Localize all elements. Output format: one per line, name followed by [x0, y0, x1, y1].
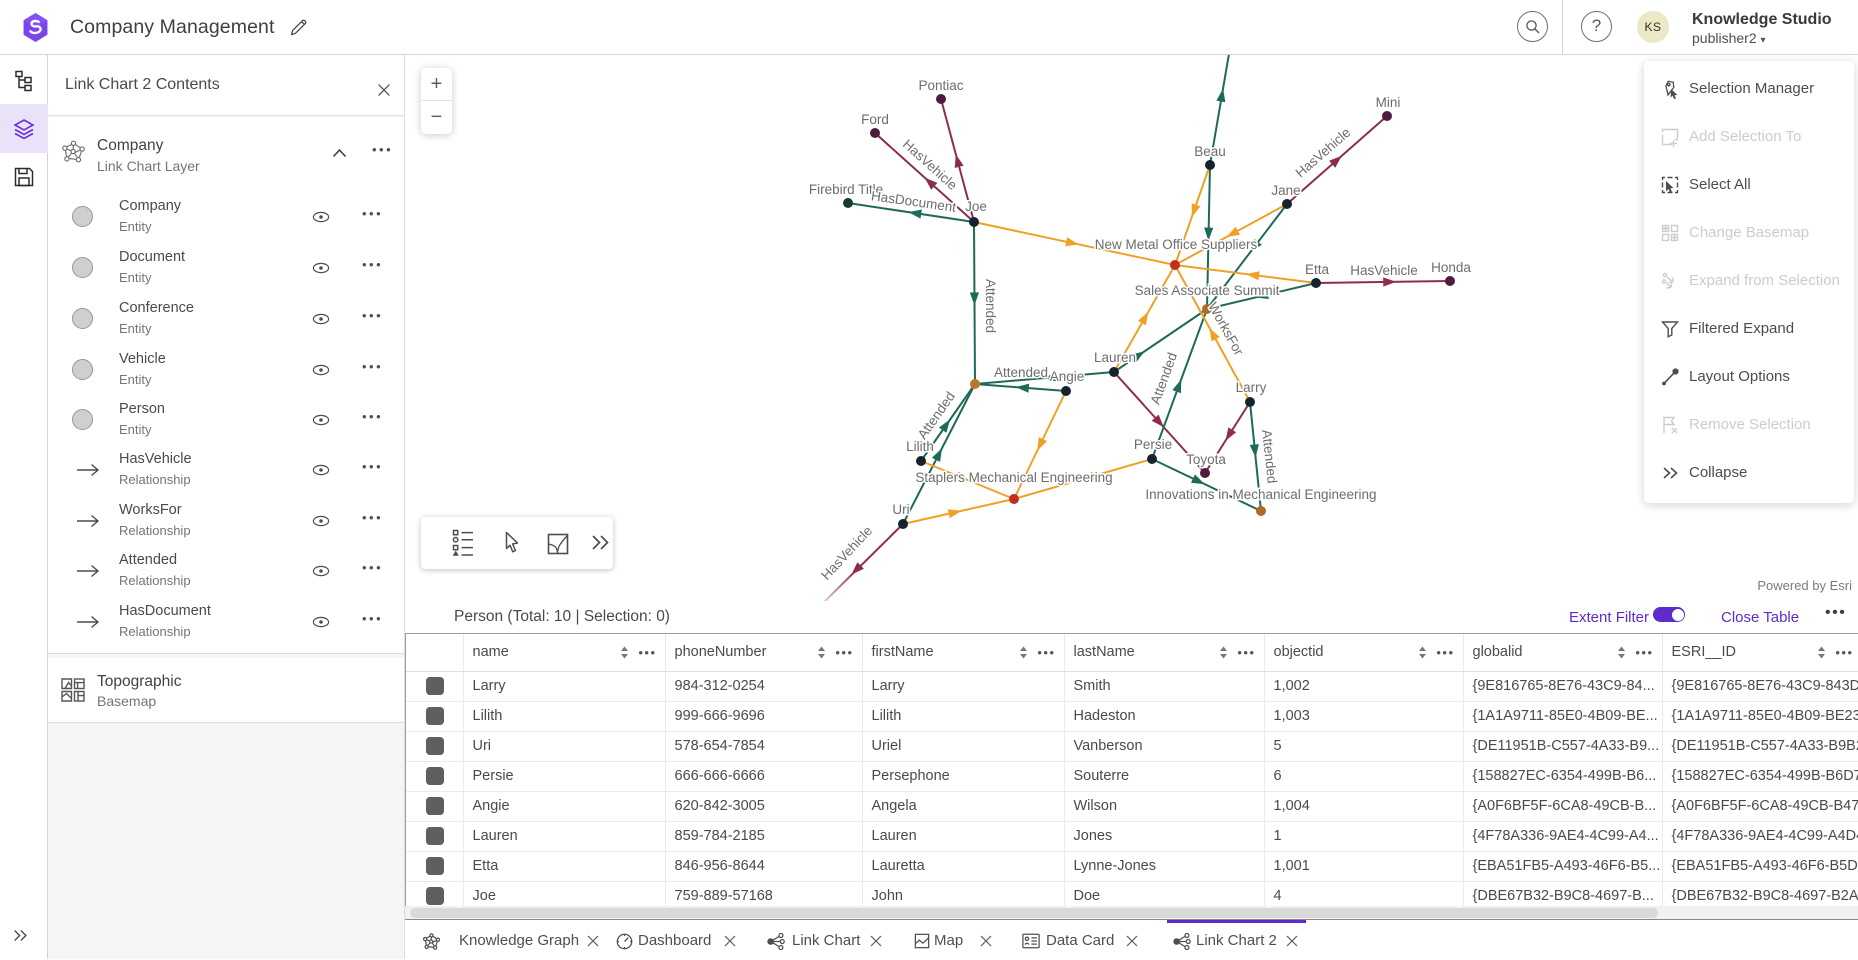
svg-text:Sales Associate Summit: Sales Associate Summit [1135, 283, 1280, 298]
svg-text:Innovations in Mechanical Engi: Innovations in Mechanical Engineering [1145, 487, 1376, 502]
svg-text:Angie: Angie [1050, 369, 1085, 384]
svg-text:Joe: Joe [965, 199, 987, 214]
svg-text:New Metal Office Suppliers: New Metal Office Suppliers [1095, 237, 1258, 252]
svg-text:HasDocument: HasDocument [870, 188, 957, 215]
svg-text:WorksFor: WorksFor [1205, 300, 1247, 359]
svg-text:Attended: Attended [915, 389, 958, 442]
svg-text:Staplers Mechanical Engineerin: Staplers Mechanical Engineering [915, 470, 1112, 485]
svg-text:Jane: Jane [1271, 183, 1300, 198]
svg-text:Attended: Attended [983, 279, 998, 333]
svg-text:HasVehicle: HasVehicle [1350, 263, 1418, 278]
svg-text:Firebird Title: Firebird Title [809, 182, 883, 197]
svg-text:Honda: Honda [1431, 260, 1471, 275]
svg-text:Beau: Beau [1194, 144, 1226, 159]
svg-text:Pontiac: Pontiac [918, 78, 963, 93]
svg-text:Etta: Etta [1305, 262, 1330, 277]
svg-text:Larry: Larry [1236, 380, 1267, 395]
svg-text:Uri: Uri [892, 502, 909, 517]
svg-text:Mini: Mini [1376, 95, 1401, 110]
svg-text:Lilith: Lilith [906, 439, 934, 454]
svg-text:Toyota: Toyota [1186, 452, 1226, 467]
svg-text:HasVehicle: HasVehicle [818, 523, 875, 583]
svg-text:Attended: Attended [1259, 429, 1280, 484]
svg-text:Persie: Persie [1134, 437, 1172, 452]
svg-text:Attended: Attended [994, 365, 1048, 380]
svg-text:Ford: Ford [861, 112, 889, 127]
svg-text:Lauren: Lauren [1094, 350, 1136, 365]
